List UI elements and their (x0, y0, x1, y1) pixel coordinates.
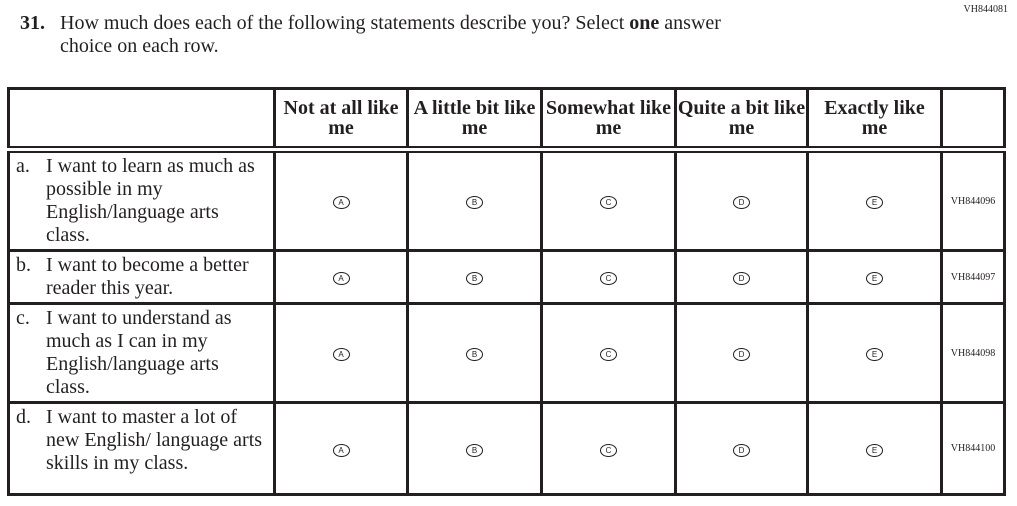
header-blank (940, 87, 1006, 153)
answer-bubble-b[interactable]: B (466, 272, 483, 285)
statement-cell: c. I want to understand as much as I can … (7, 302, 276, 404)
statement-cell: b. I want to become a better reader this … (7, 249, 276, 305)
answer-bubble-a[interactable]: A (332, 196, 350, 209)
question-text-line2: choice on each row. (60, 35, 219, 57)
option-cell: C (540, 302, 677, 404)
row-item-code: VH844100 (940, 401, 1006, 496)
statement-text: I want to become a better reader this ye… (46, 254, 249, 299)
row-letter: c. (16, 307, 30, 329)
option-cell: D (674, 249, 809, 305)
answer-bubble-b[interactable]: B (466, 348, 483, 361)
answer-bubble-c[interactable]: C (600, 443, 617, 457)
item-code: VH844081 (963, 4, 1008, 15)
option-cell: A (273, 249, 409, 305)
answer-bubble-e[interactable]: E (866, 272, 883, 285)
statement-text: I want to learn as much as possible in m… (46, 155, 255, 246)
option-cell: E (806, 148, 943, 252)
column-header: Not at all like me (273, 87, 409, 153)
option-cell: B (406, 401, 543, 496)
table-row: c. I want to understand as much as I can … (7, 302, 1006, 404)
option-cell: E (806, 401, 943, 496)
option-cell: A (273, 148, 409, 252)
option-cell: A (273, 302, 409, 404)
row-letter: a. (16, 155, 30, 177)
answer-bubble-b[interactable]: B (466, 196, 483, 209)
row-letter: b. (16, 254, 31, 276)
option-cell: B (406, 302, 543, 404)
answer-bubble-c[interactable]: C (600, 272, 617, 285)
header-row: Not at all like me A little bit like me … (7, 87, 1006, 153)
answer-bubble-b[interactable]: B (466, 443, 483, 457)
answer-bubble-d[interactable]: D (733, 196, 750, 209)
table-row: a. I want to learn as much as possible in… (7, 148, 1006, 252)
column-header: A little bit like me (406, 87, 543, 153)
answer-bubble-d[interactable]: D (733, 443, 750, 457)
option-cell: E (806, 302, 943, 404)
statement-cell: d. I want to master a lot of new English/… (7, 401, 276, 496)
question-text-end: answer (659, 12, 721, 34)
column-header: Exactly like me (806, 87, 943, 153)
question-number: 31. (20, 12, 45, 34)
option-cell: E (806, 249, 943, 305)
answer-bubble-c[interactable]: C (600, 196, 617, 209)
row-item-code: VH844097 (940, 249, 1006, 305)
statement-cell: a. I want to learn as much as possible in… (7, 148, 276, 252)
table-row: b. I want to become a better reader this … (7, 249, 1006, 305)
option-cell: C (540, 249, 677, 305)
option-cell: C (540, 401, 677, 496)
table-row: d. I want to master a lot of new English/… (7, 401, 1006, 496)
answer-bubble-a[interactable]: A (332, 272, 350, 285)
response-grid: Not at all like me A little bit like me … (7, 87, 1006, 496)
answer-bubble-d[interactable]: D (733, 348, 750, 361)
row-item-code: VH844096 (940, 148, 1006, 252)
row-letter: d. (16, 406, 31, 428)
column-header: Somewhat like me (540, 87, 677, 153)
answer-bubble-a[interactable]: A (332, 348, 350, 361)
question-emphasis: one (629, 12, 660, 34)
question: 31. How much does each of the following s… (20, 12, 900, 58)
option-cell: B (406, 249, 543, 305)
answer-bubble-c[interactable]: C (600, 348, 617, 361)
answer-bubble-d[interactable]: D (733, 272, 750, 285)
option-cell: B (406, 148, 543, 252)
header-blank (7, 87, 276, 153)
answer-bubble-a[interactable]: A (332, 443, 350, 457)
statement-text: I want to master a lot of new English/ l… (46, 406, 263, 474)
option-cell: A (273, 401, 409, 496)
answer-bubble-e[interactable]: E (866, 443, 883, 457)
question-text: How much does each of the following stat… (60, 12, 630, 34)
column-header: Quite a bit like me (674, 87, 809, 153)
option-cell: D (674, 401, 809, 496)
statement-text: I want to understand as much as I can in… (46, 307, 232, 398)
row-item-code: VH844098 (940, 302, 1006, 404)
option-cell: D (674, 302, 809, 404)
option-cell: C (540, 148, 677, 252)
answer-bubble-e[interactable]: E (866, 196, 883, 209)
answer-bubble-e[interactable]: E (866, 348, 883, 361)
option-cell: D (674, 148, 809, 252)
